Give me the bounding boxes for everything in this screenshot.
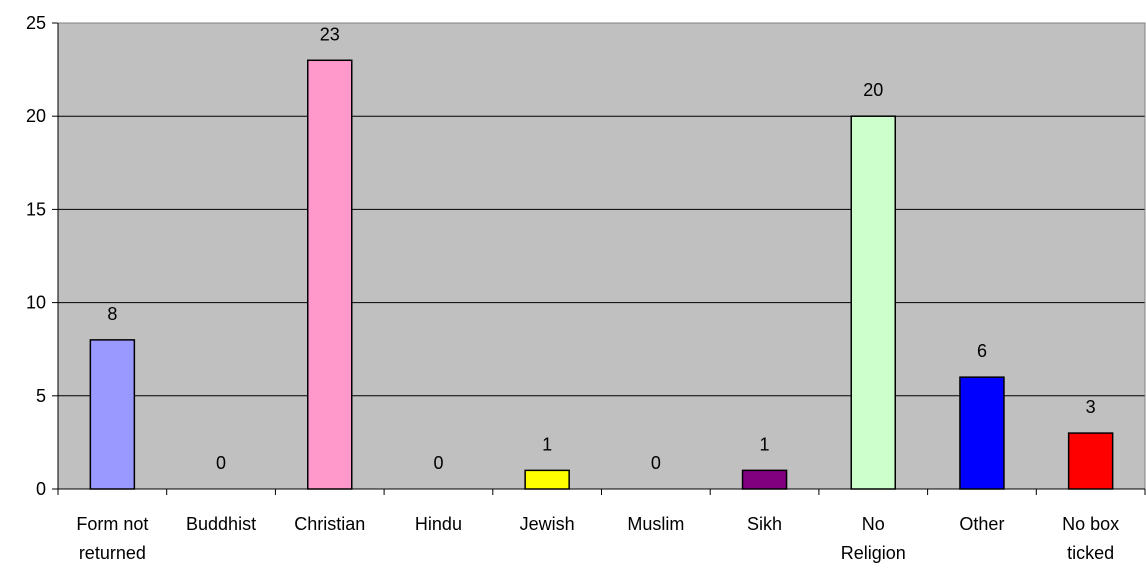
x-category-label: Other [959,514,1004,534]
y-tick-label: 15 [26,199,46,219]
data-label: 23 [320,24,340,44]
x-category-label: No Religion [841,514,906,563]
x-category-label: Buddhist [186,514,256,534]
data-label: 0 [651,453,661,473]
y-tick-label: 5 [36,386,46,406]
bar [524,469,570,490]
bar [741,469,788,490]
axes [52,22,1146,495]
bar [307,59,353,490]
x-category-label: Muslim [627,514,684,534]
y-tick-label: 25 [26,13,46,33]
data-label: 1 [542,434,552,454]
x-category-label: Christian [294,514,365,534]
x-category-label: Hindu [415,514,462,534]
bar [1067,432,1114,490]
bars [89,59,1114,490]
data-label: 20 [863,80,883,100]
y-tick-label: 10 [26,293,46,313]
x-category-label: Form not returned [76,514,148,563]
bar [89,339,136,490]
data-label: 6 [977,341,987,361]
x-category-label: No box ticked [1062,514,1119,563]
data-label: 3 [1086,397,1096,417]
bar [959,376,1005,490]
y-tick-label: 0 [36,479,46,499]
x-category-labels: Form not returned Buddhist Christian Hindu Je… [76,514,1119,563]
bar [850,115,896,490]
data-label: 8 [107,304,117,324]
x-category-label: Sikh [747,514,782,534]
data-labels: 8 0 23 0 1 0 1 20 6 3 [107,24,1095,473]
x-category-label: Jewish [520,514,575,534]
y-tick-labels: 0 5 10 15 20 25 [26,13,46,499]
data-label: 0 [216,453,226,473]
y-tick-label: 20 [26,106,46,126]
data-label: 0 [433,453,443,473]
data-label: 1 [760,434,770,454]
